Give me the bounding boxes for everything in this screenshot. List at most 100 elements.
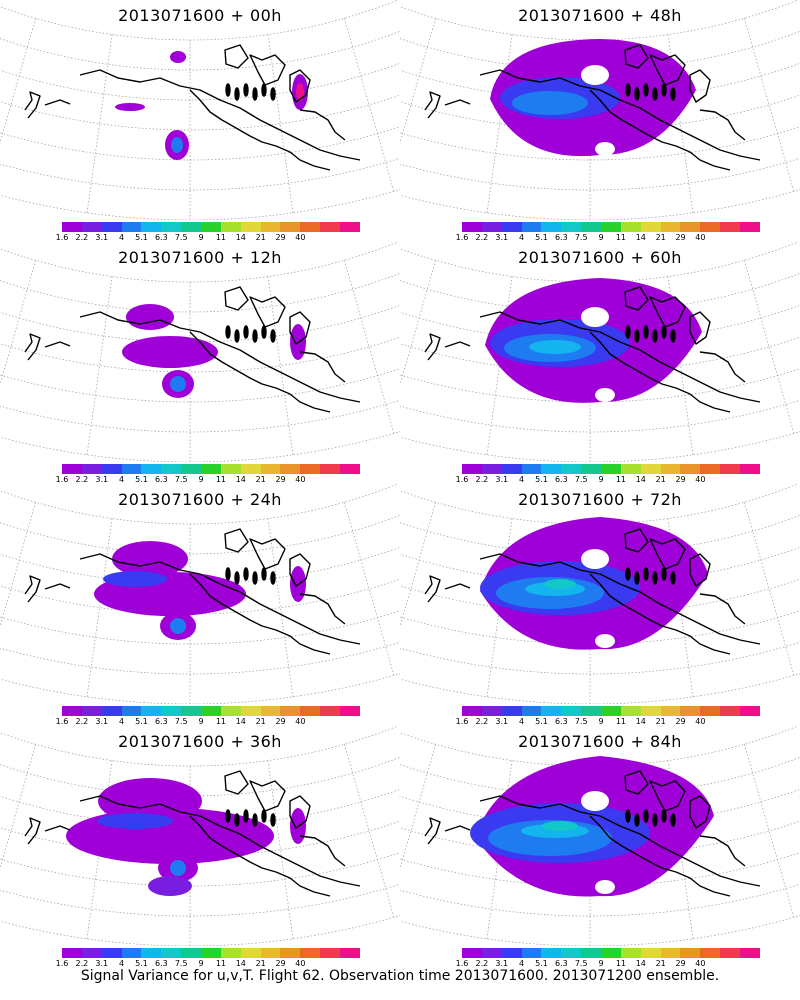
colorbar-swatch <box>601 706 621 716</box>
colorbar-label: 7.5 <box>174 959 188 968</box>
colorbar-swatch <box>740 706 760 716</box>
colorbar-swatch <box>240 706 261 716</box>
colorbar-swatch <box>181 222 202 232</box>
colorbar-label: 6.3 <box>154 475 168 484</box>
colorbar-label: 7.5 <box>174 233 188 242</box>
colorbar <box>62 464 360 474</box>
colorbar-swatch <box>541 464 562 474</box>
colorbar-swatch <box>501 222 522 232</box>
graticule <box>0 484 400 704</box>
colorbar-label: 3.1 <box>95 717 109 726</box>
colorbar-labels: 1.6 2.2 3.1 4 5.1 6.3 7.5 9 11 14 21 29 40 <box>56 717 360 727</box>
colorbar-swatch <box>220 222 241 232</box>
colorbar-label: 11 <box>215 233 227 242</box>
colorbar <box>62 948 360 958</box>
variance-field <box>94 541 306 640</box>
colorbar-label: 40 <box>295 959 306 968</box>
colorbar-swatch <box>462 948 482 958</box>
colorbar-swatch <box>501 948 522 958</box>
panel-title: 2013071600 + 12h <box>118 248 282 267</box>
coastlines <box>24 770 361 897</box>
colorbar-label: 11 <box>215 959 227 968</box>
colorbar-swatch <box>121 948 142 958</box>
colorbar-label: 6.3 <box>554 233 568 242</box>
colorbar-swatch <box>541 948 562 958</box>
colorbar-label: 3.1 <box>495 717 509 726</box>
panel-title: 2013071600 + 60h <box>518 248 682 267</box>
colorbar-swatch <box>181 464 202 474</box>
colorbar-swatch <box>240 222 261 232</box>
colorbar-label: 9 <box>598 717 604 726</box>
colorbar-swatch <box>201 706 221 716</box>
colorbar-swatch <box>521 464 542 474</box>
colorbar-label: 1.6 <box>455 717 469 726</box>
colorbar-swatch <box>601 948 621 958</box>
colorbar-swatch <box>720 464 741 474</box>
colorbar-swatch <box>320 464 341 474</box>
colorbar-label: 4 <box>519 717 525 726</box>
colorbar-swatch <box>601 222 621 232</box>
colorbar-swatch <box>561 706 582 716</box>
colorbar-label: 14 <box>235 717 246 726</box>
colorbar-swatch <box>121 706 142 716</box>
colorbar-label: 5.1 <box>135 959 148 968</box>
map-panel: 2013071600 + 84h 1.6 2.2 3.1 4 5.1 6.3 7.5 9 11 14… <box>400 726 800 968</box>
colorbar-swatch <box>121 222 142 232</box>
coastlines <box>24 286 361 413</box>
colorbar-swatch <box>640 948 661 958</box>
colorbar-labels: 1.6 2.2 3.1 4 5.1 6.3 7.5 9 11 14 21 29 40 <box>456 475 760 485</box>
colorbar-label: 4 <box>519 959 525 968</box>
colorbar-label: 29 <box>675 475 686 484</box>
colorbar-labels: 1.6 2.2 3.1 4 5.1 6.3 7.5 9 11 14 21 29 40 <box>56 233 360 243</box>
colorbar-swatch <box>740 464 760 474</box>
colorbar-label: 3.1 <box>95 475 109 484</box>
colorbar-label: 40 <box>295 475 306 484</box>
colorbar-label: 40 <box>295 717 306 726</box>
colorbar-label: 4 <box>119 717 125 726</box>
coastlines <box>424 286 761 413</box>
colorbar-swatch <box>541 222 562 232</box>
colorbar-label: 40 <box>695 233 706 242</box>
colorbar-swatch <box>300 948 321 958</box>
panel-title: 2013071600 + 24h <box>118 490 282 509</box>
colorbar-label: 2.2 <box>475 959 489 968</box>
colorbar-label: 21 <box>655 475 666 484</box>
colorbar-swatch <box>81 464 102 474</box>
colorbar-label: 9 <box>198 959 204 968</box>
colorbar-label: 9 <box>198 233 204 242</box>
colorbar-swatch <box>280 948 301 958</box>
colorbar-label: 14 <box>235 959 246 968</box>
colorbar-swatch <box>320 222 341 232</box>
colorbar-label: 2.2 <box>75 717 89 726</box>
colorbar-label: 1.6 <box>455 233 469 242</box>
colorbar-labels: 1.6 2.2 3.1 4 5.1 6.3 7.5 9 11 14 21 29 40 <box>456 959 760 969</box>
colorbar-label: 3.1 <box>495 475 509 484</box>
colorbar-label: 11 <box>615 959 627 968</box>
colorbar-swatch <box>680 948 701 958</box>
colorbar-swatch <box>300 706 321 716</box>
colorbar-label: 21 <box>655 233 666 242</box>
colorbar-swatch <box>201 464 221 474</box>
colorbar-swatch <box>640 706 661 716</box>
colorbar-label: 14 <box>635 475 646 484</box>
colorbar-swatch <box>581 464 602 474</box>
colorbar-label: 1.6 <box>55 959 69 968</box>
colorbar-label: 1.6 <box>55 233 69 242</box>
graticule <box>0 242 400 462</box>
colorbar-label: 40 <box>695 717 706 726</box>
panel-title: 2013071600 + 48h <box>518 6 682 25</box>
colorbar-label: 9 <box>598 233 604 242</box>
figure-caption: Signal Variance for u,v,T. Flight 62. Ob… <box>80 968 720 984</box>
colorbar-swatch <box>700 948 721 958</box>
colorbar-label: 9 <box>598 959 604 968</box>
map-panel: 2013071600 + 36h 1.6 2.2 3.1 4 5.1 6.3 7.5 9 11 14… <box>0 726 400 968</box>
colorbar-label: 21 <box>655 717 666 726</box>
map-panel: 2013071600 + 24h 1.6 2.2 3.1 4 5.1 6.3 7.5 9 11 14… <box>0 484 400 726</box>
colorbar-label: 5.1 <box>535 717 548 726</box>
colorbar-label: 11 <box>215 475 227 484</box>
colorbar-swatch <box>501 706 522 716</box>
colorbar-swatch <box>561 222 582 232</box>
colorbar-labels: 1.6 2.2 3.1 4 5.1 6.3 7.5 9 11 14 21 29 40 <box>56 959 360 969</box>
colorbar <box>462 706 760 716</box>
colorbar-swatch <box>501 464 522 474</box>
